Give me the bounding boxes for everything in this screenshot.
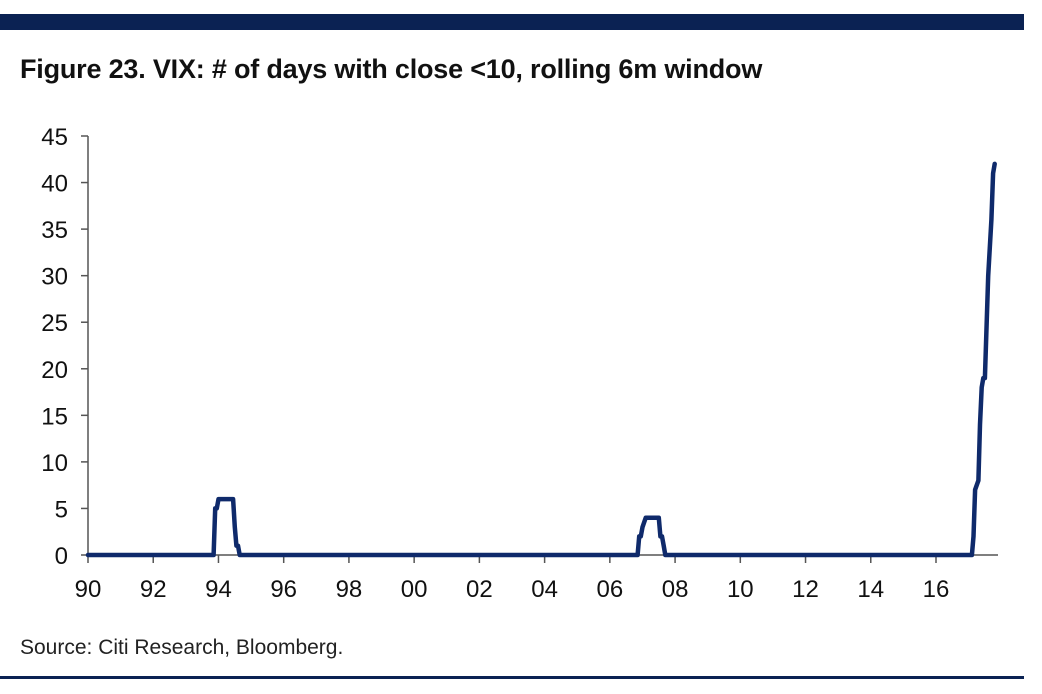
series-group bbox=[85, 161, 997, 558]
y-tick-label: 20 bbox=[41, 357, 68, 384]
y-tick-label: 45 bbox=[41, 124, 68, 151]
x-tick-label: 06 bbox=[596, 576, 623, 603]
top-rule bbox=[0, 14, 1024, 30]
x-tick-label: 10 bbox=[727, 576, 754, 603]
x-tick-label: 04 bbox=[531, 576, 558, 603]
series-line bbox=[85, 161, 997, 558]
x-tick-label: 94 bbox=[205, 576, 232, 603]
x-tick-label: 92 bbox=[140, 576, 167, 603]
x-tick-label: 96 bbox=[270, 576, 297, 603]
x-tick-label: 12 bbox=[792, 576, 819, 603]
source-note: Source: Citi Research, Bloomberg. bbox=[20, 636, 344, 659]
y-tick-label: 10 bbox=[41, 450, 68, 477]
y-tick-label: 25 bbox=[41, 310, 68, 337]
bottom-rule bbox=[0, 676, 1024, 679]
figure-title: Figure 23. VIX: # of days with close <10… bbox=[20, 54, 763, 84]
x-tick-label: 00 bbox=[401, 576, 428, 603]
x-tick-label: 02 bbox=[466, 576, 493, 603]
x-tick-label: 08 bbox=[662, 576, 689, 603]
y-axis: 0 5 10 15 20 25 30 35 40 45 bbox=[41, 124, 89, 570]
x-axis: 90 92 94 96 98 00 02 04 06 08 10 12 14 16 bbox=[75, 554, 998, 603]
y-tick-label: 15 bbox=[41, 403, 68, 430]
y-tick-label: 0 bbox=[55, 543, 68, 570]
x-tick-label: 14 bbox=[857, 576, 884, 603]
y-tick-label: 40 bbox=[41, 171, 68, 198]
x-tick-label: 16 bbox=[923, 576, 950, 603]
x-tick-label: 90 bbox=[75, 576, 102, 603]
y-tick-label: 35 bbox=[41, 217, 68, 244]
y-tick-label: 5 bbox=[55, 496, 68, 523]
x-tick-label: 98 bbox=[336, 576, 363, 603]
y-tick-label: 30 bbox=[41, 264, 68, 291]
